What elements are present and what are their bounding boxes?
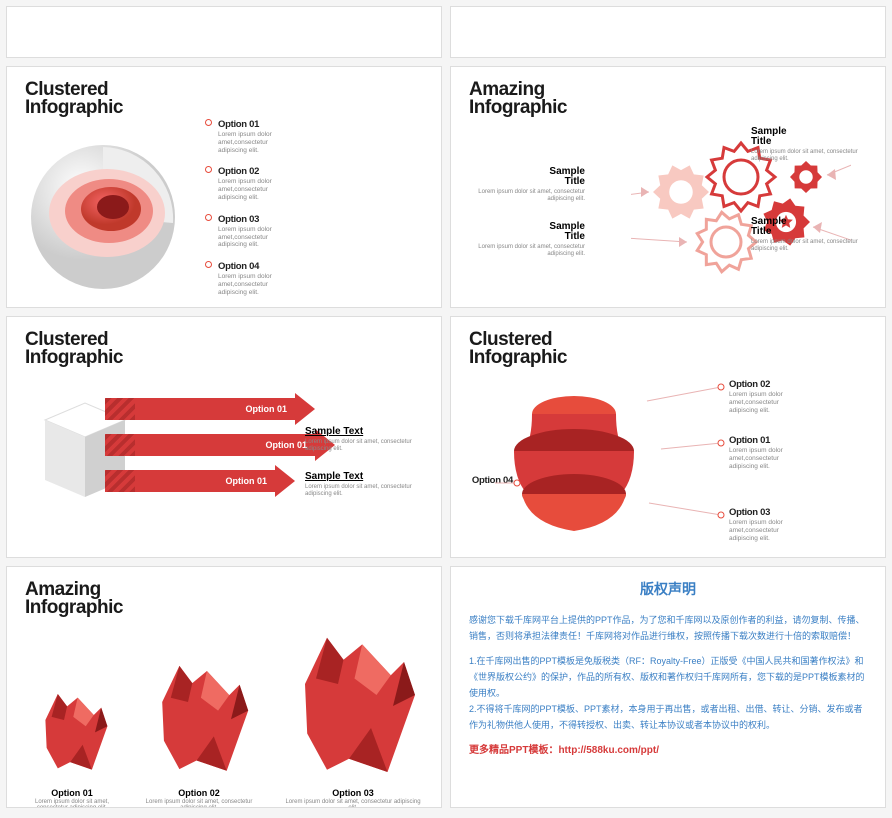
left-label-1: SampleTitleLorem ipsum dolor sit amet, c… (465, 167, 585, 203)
copyright-footer: 更多精品PPT模板：http://588ku.com/ppt/ (469, 742, 867, 760)
left-label-2: SampleTitleLorem ipsum dolor sit amet, c… (465, 222, 585, 258)
copyright-p3: 2.不得将千库网的PPT模板、PPT素材，本身用于再出售，或者出租、出借、转让、… (469, 701, 867, 733)
right-text-1: Sample TextLorem ipsum dolor sit amet, c… (305, 427, 425, 453)
iceberg-1 (33, 689, 111, 779)
sliced-sphere (499, 379, 649, 539)
slide-clustered-arrows: ClusteredInfographic Option 01 Option 01… (6, 316, 442, 558)
iceberg-3 (283, 629, 423, 779)
option-list: Option 01Lorem ipsum doloramet,consectet… (205, 119, 388, 297)
slide-title: ClusteredInfographic (25, 331, 423, 367)
slide-crop-1 (6, 6, 442, 58)
slide-crop-2 (450, 6, 886, 58)
slide-amazing-gears: AmazingInfographic SampleTitleLorem ipsu… (450, 66, 886, 308)
copyright-p2: 1.在千库网出售的PPT模板是免版税类（RF：Royalty-Free）正版受《… (469, 653, 867, 702)
copyright-heading: 版权声明 (469, 577, 867, 602)
slide-title: ClusteredInfographic (25, 81, 423, 117)
right-label-2: SampleTitleLorem ipsum dolor sit amet, c… (751, 217, 871, 253)
copyright-p1: 感谢您下载千库网平台上提供的PPT作品，为了您和千库网以及原创作者的利益，请勿复… (469, 612, 867, 644)
slide-title: AmazingInfographic (25, 581, 423, 617)
iceberg-2 (145, 659, 253, 779)
right-label-1: SampleTitleLorem ipsum dolor sit amet, c… (751, 127, 871, 163)
sphere-cutaway (25, 133, 185, 293)
slide-title: AmazingInfographic (469, 81, 867, 117)
right-text-2: Sample TextLorem ipsum dolor sit amet, c… (305, 472, 425, 498)
slide-title: ClusteredInfographic (469, 331, 867, 367)
slide-amazing-icebergs: AmazingInfographic Option 01Lorem ipsum … (6, 566, 442, 808)
slide-copyright: 版权声明 感谢您下载千库网平台上提供的PPT作品，为了您和千库网以及原创作者的利… (450, 566, 886, 808)
arrow-bars: Option 01 Option 01 Option 01 (105, 395, 335, 495)
slide-clustered-sphere: ClusteredInfographic Option 01Lore (6, 66, 442, 308)
iceberg-row: Option 01Lorem ipsum dolor sit amet, con… (25, 629, 423, 808)
slide-clustered-sliced: ClusteredInfographic Option 02Lorem ipsu… (450, 316, 886, 558)
